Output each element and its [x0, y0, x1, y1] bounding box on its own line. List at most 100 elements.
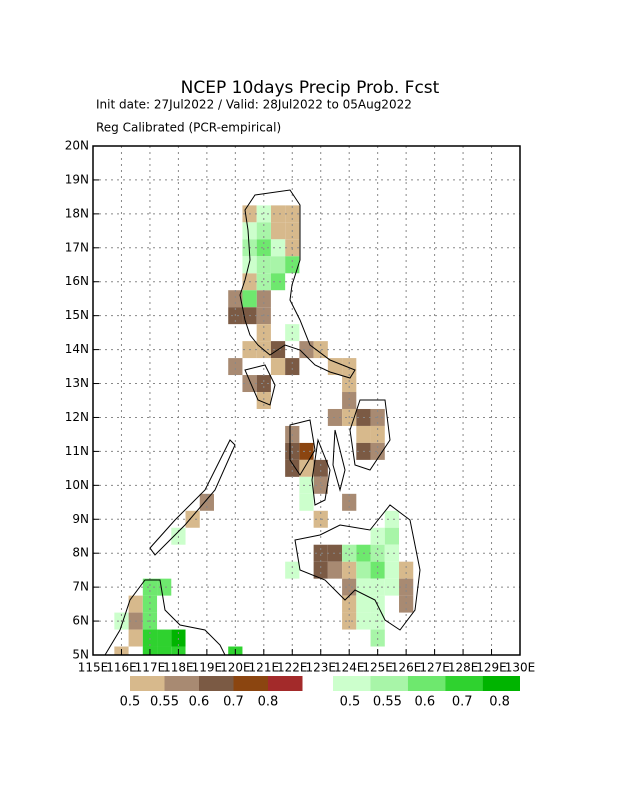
wet-cell	[384, 544, 400, 562]
legend-swatch	[333, 676, 371, 691]
legend-swatch	[199, 676, 234, 691]
dry-cell	[342, 375, 357, 393]
dry-cell	[256, 290, 271, 308]
y-tick-label: 11N	[65, 444, 89, 458]
y-tick-label: 19N	[65, 172, 89, 186]
y-tick-label: 9N	[72, 512, 89, 526]
wet-cell	[356, 595, 371, 613]
legend-label: 0.6	[414, 695, 435, 710]
wet-cell	[242, 256, 257, 274]
dry-cell	[313, 459, 328, 477]
wet-cell	[285, 256, 300, 274]
dry-cell	[199, 493, 214, 511]
legend-label: 0.55	[150, 695, 179, 710]
coastline	[294, 504, 421, 631]
x-tick-label: 125E	[362, 661, 393, 675]
coastline	[104, 579, 226, 655]
wet-cell	[356, 561, 371, 579]
note: Reg Calibrated (PCR-empirical)	[96, 121, 281, 135]
dry-cell	[342, 561, 357, 579]
wet-cell	[270, 256, 286, 274]
dry-cell	[399, 561, 414, 579]
coastline	[239, 189, 356, 379]
coastline	[349, 399, 391, 471]
dry-cell	[228, 358, 243, 376]
legend-swatch	[482, 676, 520, 691]
plot-frame	[92, 145, 521, 656]
wet-cell	[256, 273, 271, 291]
coastline	[332, 429, 346, 492]
x-tick-label: 130E	[505, 661, 536, 675]
y-tick-label: 6N	[72, 614, 89, 628]
cells	[114, 205, 414, 655]
wet-cell	[256, 239, 271, 257]
dry-cell	[270, 358, 286, 376]
dry-cell	[185, 510, 200, 528]
legend-swatch	[445, 676, 483, 691]
dry-cell	[370, 442, 385, 460]
legend-label: 0.7	[223, 695, 244, 710]
legend-swatch	[268, 676, 303, 691]
x-tick-label: 123E	[305, 661, 336, 675]
y-tick-label: 17N	[65, 240, 89, 254]
dry-cell	[313, 544, 328, 562]
wet-cell	[242, 222, 257, 240]
subtitle: Init date: 27Jul2022 / Valid: 28Jul2022 …	[96, 98, 412, 112]
dry-cell	[299, 459, 314, 477]
dry-cell	[128, 595, 143, 613]
coastline	[311, 438, 331, 506]
wet-cell	[299, 476, 314, 494]
y-tick-label: 5N	[72, 648, 89, 662]
x-tick-label: 129E	[476, 661, 507, 675]
x-tick-label: 118E	[163, 661, 194, 675]
dry-cell	[270, 205, 286, 223]
dry-cell	[285, 358, 300, 376]
wet-cell	[384, 527, 400, 545]
wet-cell	[370, 595, 385, 613]
wet-cell	[342, 544, 357, 562]
x-tick-label: 127E	[419, 661, 450, 675]
dry-cell	[313, 561, 328, 579]
dry-cell	[313, 341, 328, 359]
legend: 0.5 0.55 0.6 0.7 0.8 0.5 0.55 0.6 0.7 0.8	[120, 676, 520, 710]
dry-cell	[327, 561, 343, 579]
x-tick-label: 126E	[391, 661, 422, 675]
wet-cell	[370, 578, 385, 596]
legend-swatch	[370, 676, 408, 691]
dry-cell	[327, 358, 343, 376]
y-tick-label: 20N	[65, 139, 89, 153]
dry-cell	[270, 222, 286, 240]
dry-cell	[342, 595, 357, 613]
y-tick-label: 14N	[65, 342, 89, 356]
y-tick-label: 13N	[65, 376, 89, 390]
legend-swatch	[164, 676, 199, 691]
legend-label: 0.8	[489, 695, 510, 710]
x-tick-label: 124E	[334, 661, 365, 675]
y-tick-label: 18N	[65, 206, 89, 220]
legend-label: 0.5	[340, 695, 361, 710]
dry-cell	[299, 341, 314, 359]
x-tick-label: 117E	[135, 661, 166, 675]
x-tick-label: 116E	[106, 661, 137, 675]
wet-cell	[270, 239, 286, 257]
dry-cell	[342, 493, 357, 511]
dry-cell	[342, 578, 357, 596]
wet-cell	[157, 629, 172, 647]
legend-swatch	[130, 676, 165, 691]
legend-label: 0.55	[373, 695, 402, 710]
title: NCEP 10days Precip Prob. Fcst	[181, 78, 440, 98]
x-tick-label: 122E	[277, 661, 308, 675]
y-tick-label: 10N	[65, 478, 89, 492]
dry-cell	[313, 476, 328, 494]
coastline	[244, 364, 276, 406]
y-tick-label: 8N	[72, 546, 89, 560]
dry-cell	[256, 375, 271, 393]
dry-cell	[342, 392, 357, 409]
dry-cell	[128, 629, 143, 647]
dry-cell	[228, 290, 243, 308]
legend-label: 0.8	[258, 695, 279, 710]
coastline	[289, 419, 316, 476]
coastlines	[104, 189, 421, 655]
legend-swatch	[407, 676, 446, 691]
